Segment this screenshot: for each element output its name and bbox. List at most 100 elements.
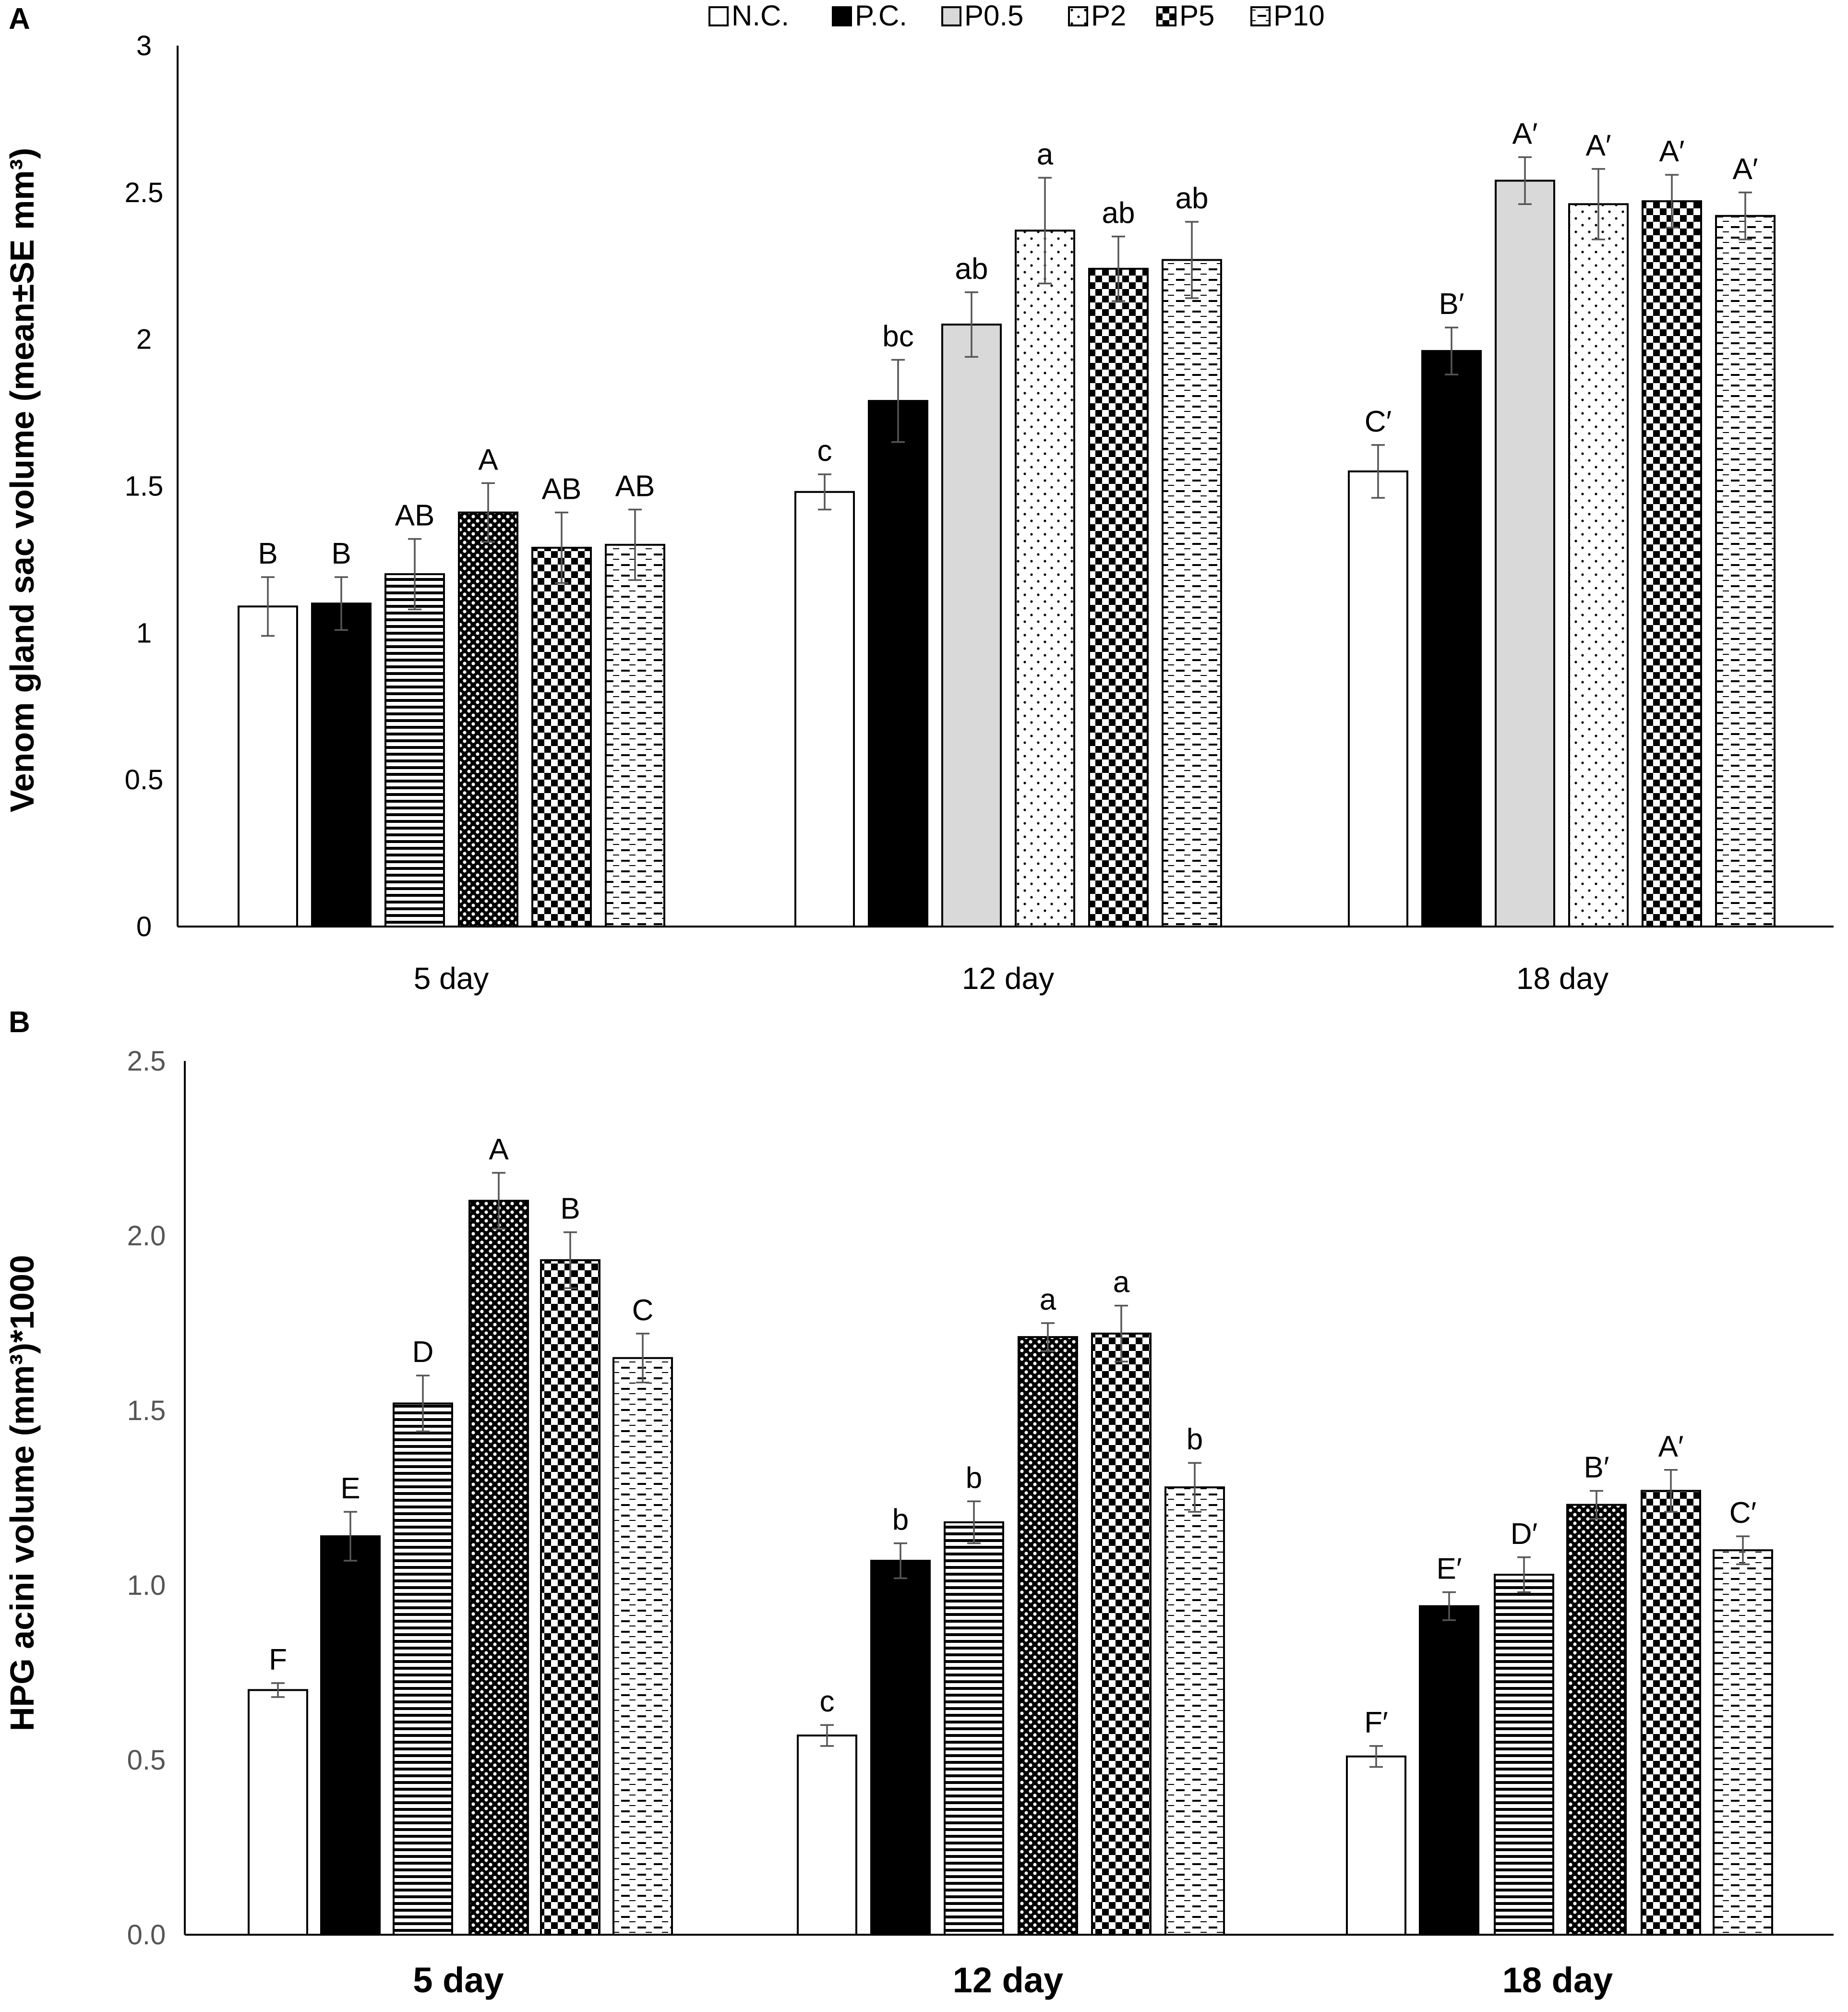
chart-panel-b: 0.0 0.5 1.0 1.5 2.0 2.5 HPG acini volume (mm³)…: [3, 1046, 1834, 2000]
significance-label: ab: [1176, 182, 1209, 215]
error-bar: [344, 1511, 357, 1562]
significance-label: a: [1040, 1283, 1056, 1316]
bar-P10-5-day: [612, 1357, 673, 1936]
bar-P2-18-day: [1566, 1504, 1627, 1936]
error-bar: [628, 508, 642, 581]
significance-label: b: [966, 1461, 982, 1494]
legend-swatch-2: [941, 6, 961, 26]
error-bar: [408, 538, 421, 611]
bar-N.C.-5-day: [238, 605, 298, 928]
bar-P.C.-5-day: [311, 602, 372, 928]
error-bar: [492, 1172, 505, 1230]
bar-P2-12-day: [1018, 1336, 1078, 1936]
legend-swatch-4: [1156, 6, 1176, 26]
bar-P5-12-day: [1091, 1332, 1152, 1936]
error-bar: [1112, 235, 1125, 302]
error-bar: [1041, 1322, 1055, 1352]
legend-label-2: P0.5: [964, 0, 1023, 32]
error-bar: [1590, 1490, 1603, 1520]
bar-P10-5-day: [605, 543, 665, 928]
x-category-label: 5 day: [413, 1960, 504, 2000]
significance-label: A: [478, 443, 498, 476]
bar-P0.5-12-day: [941, 324, 1002, 928]
error-bar: [1188, 1462, 1201, 1513]
significance-label: B: [258, 537, 277, 570]
bar-P5-12-day: [1088, 267, 1149, 928]
error-bar: [481, 482, 495, 543]
significance-label: C′: [1365, 405, 1392, 438]
legend-label-1: P.C.: [855, 0, 907, 32]
chart-panel-a: 0 0.5 1 1.5 2 2.5 3 Venom gland sac volume (mea…: [3, 30, 1834, 996]
y-tick-label: 1.0: [127, 1570, 166, 1601]
significance-label: E: [340, 1472, 360, 1505]
legend: N.C. P.C. P0.5 P2 P5 P10: [708, 0, 1325, 32]
bar-P5-18-day: [1641, 1490, 1701, 1936]
legend-label-5: P10: [1273, 0, 1325, 32]
bar-P5-5-day: [540, 1259, 600, 1936]
error-bar: [891, 359, 905, 443]
bar-P5-18-day: [1642, 200, 1702, 928]
significance-label: D: [412, 1336, 434, 1369]
bar-N.C.-5-day: [248, 1689, 308, 1936]
y-tick-label: 2: [136, 324, 152, 355]
bar-P2-5-day: [468, 1200, 529, 1936]
bar-P10-18-day: [1715, 215, 1776, 928]
significance-label: D′: [1511, 1518, 1537, 1551]
significance-label: C′: [1729, 1496, 1756, 1530]
y-tick-label: 0.5: [125, 764, 164, 795]
significance-label: bc: [882, 320, 913, 353]
y-tick-label: 1.5: [127, 1395, 166, 1426]
error-bar: [1371, 444, 1385, 499]
y-tick-label: 0.5: [127, 1745, 166, 1776]
legend-label-3: P2: [1091, 0, 1126, 32]
bar-P2-18-day: [1568, 203, 1629, 928]
bar-P5-5-day: [531, 546, 592, 928]
bar-P.C.-5-day: [320, 1535, 381, 1936]
significance-label: B′: [1439, 288, 1464, 321]
legend-swatch-5: [1250, 6, 1271, 26]
bar-P.C.-18-day: [1419, 1605, 1479, 1936]
significance-label: B: [331, 537, 351, 570]
bar-P0.5-18-day: [1494, 1574, 1554, 1936]
error-bar: [564, 1231, 577, 1289]
legend-swatch-3: [1068, 6, 1088, 26]
significance-label: F′: [1364, 1706, 1388, 1739]
y-tick-label: 0.0: [127, 1919, 166, 1951]
error-bar: [1665, 174, 1679, 229]
bar-N.C.-18-day: [1346, 1755, 1406, 1936]
error-bar: [1739, 192, 1752, 241]
error-bar: [1185, 221, 1199, 299]
significance-label: E′: [1437, 1553, 1462, 1586]
error-bar: [416, 1374, 430, 1433]
y-tick-label: 0: [136, 911, 152, 942]
significance-label: B: [560, 1193, 580, 1226]
legend-swatch-1: [832, 6, 852, 26]
significance-label: A′: [1733, 153, 1758, 186]
y-tick-label: 2.5: [125, 177, 164, 208]
significance-label: A′: [1658, 1430, 1684, 1463]
significance-label: AB: [542, 473, 582, 506]
bar-P0.5-5-day: [384, 573, 445, 928]
bar-P.C.-18-day: [1421, 350, 1482, 928]
error-bar: [636, 1333, 649, 1384]
bar-P2-5-day: [458, 511, 518, 928]
bar-N.C.-12-day: [794, 491, 855, 928]
y-tick-label: 1.5: [125, 471, 164, 502]
legend-swatch-0: [708, 6, 729, 26]
error-bar: [555, 511, 568, 584]
error-bar: [271, 1682, 285, 1698]
error-bar: [1518, 156, 1532, 205]
bar-P2-12-day: [1015, 229, 1075, 928]
significance-label: a: [1037, 138, 1054, 171]
significance-label: A′: [1586, 129, 1611, 162]
significance-label: AB: [615, 470, 655, 503]
error-bar: [1664, 1469, 1678, 1513]
bar-P0.5-18-day: [1495, 180, 1555, 928]
significance-label: a: [1113, 1266, 1130, 1299]
error-bar: [967, 1500, 981, 1544]
bar-P10-18-day: [1713, 1549, 1773, 1936]
significance-label: C: [632, 1294, 654, 1327]
error-bar: [1038, 177, 1052, 285]
x-category-label: 12 day: [962, 961, 1054, 996]
y-tick-label: 3: [136, 30, 152, 61]
